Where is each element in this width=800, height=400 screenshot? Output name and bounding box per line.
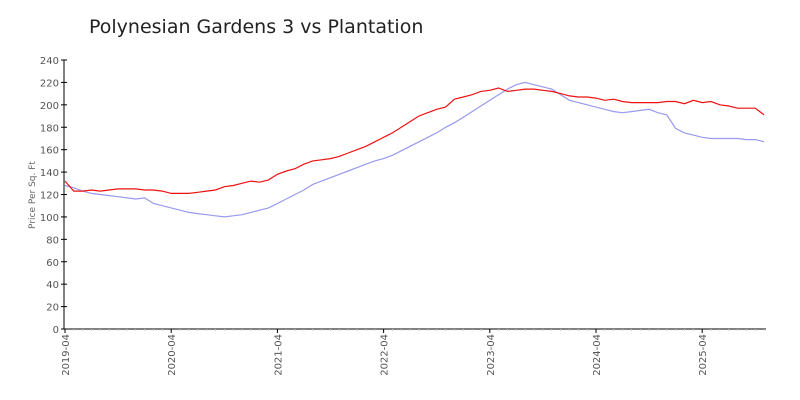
y-tick-label: 20 (46, 303, 59, 314)
x-tick-label: 2020-04 (167, 334, 178, 376)
y-tick-label: 240 (40, 56, 59, 67)
y-tick-label: 120 (40, 191, 59, 202)
x-tick-label: 2021-04 (273, 334, 284, 376)
y-tick-label: 40 (46, 280, 59, 291)
x-tick-label: 2024-04 (592, 334, 603, 376)
y-tick-label: 140 (40, 168, 59, 179)
y-tick-label: 200 (40, 101, 59, 112)
x-axis: 2019-04 2020-04 2021-04 2022-04 2023-04 2024-… (61, 328, 766, 376)
y-axis-title: Price Per Sq. Ft (28, 161, 38, 229)
series-line-polynesian-gardens-3 (64, 87, 765, 194)
y-tick-label: 0 (53, 325, 59, 336)
y-tick-label: 60 (46, 258, 59, 269)
series-line-plantation (64, 81, 765, 218)
x-tick-label: 2023-04 (486, 334, 497, 376)
y-tick-label: 220 (40, 78, 59, 89)
x-tick-label: 2022-04 (380, 334, 391, 376)
y-tick-label: 180 (40, 123, 59, 134)
y-tick-label: 100 (40, 213, 59, 224)
y-axis: 0 20 40 60 80 100 120 140 160 180 200 220 240 (40, 56, 67, 336)
series-lines (64, 81, 765, 218)
y-tick-label: 80 (46, 235, 59, 246)
x-tick-label: 2019-04 (61, 334, 72, 376)
y-tick-label: 160 (40, 146, 59, 157)
chart-title: Polynesian Gardens 3 vs Plantation (89, 16, 424, 38)
x-tick-label: 2025-04 (698, 334, 709, 376)
